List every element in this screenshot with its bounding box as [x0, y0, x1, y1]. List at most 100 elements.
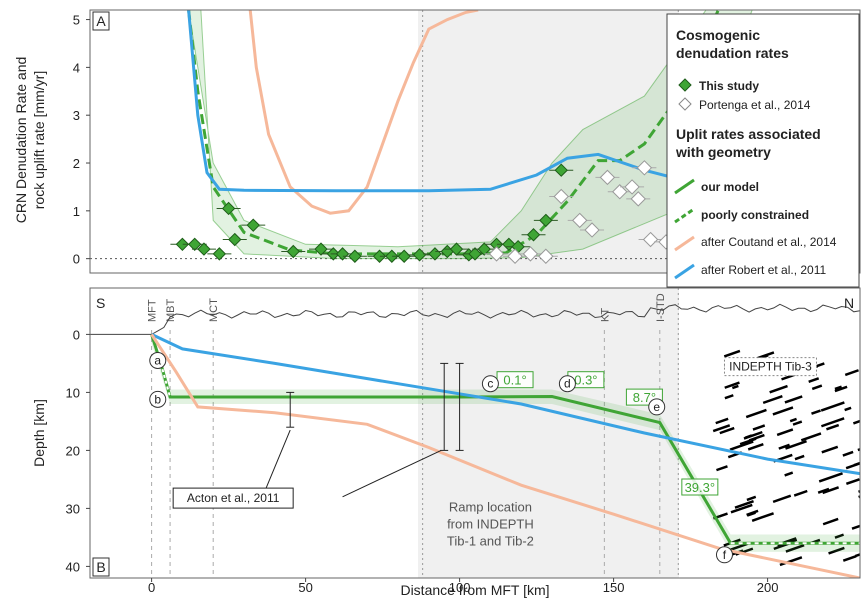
this-study-point	[412, 248, 427, 262]
point-label: f	[723, 548, 727, 562]
reflector-streak	[748, 433, 765, 442]
panel-b: MFT MBT MCT KT I-STD Acton et al., 2011 0.1° 0.…	[31, 287, 861, 598]
series-line-after-robert-et-al-2011	[187, 10, 691, 193]
reflector-streak	[820, 401, 845, 412]
south-label: S	[96, 295, 105, 311]
reflector-streak	[751, 512, 774, 522]
reflector-streak	[844, 406, 852, 412]
portenga-point	[522, 246, 539, 262]
angle-label-box	[681, 478, 719, 496]
this-study-point	[348, 249, 362, 263]
this-study-point	[246, 218, 260, 232]
legend-heading-uplift-2: with geometry	[675, 144, 771, 160]
legend-this-study: This study	[699, 79, 759, 93]
a-ytick-label: 4	[73, 60, 80, 75]
point-label: a	[154, 354, 161, 368]
legend-line-robert	[674, 263, 695, 280]
reflector-streak	[715, 417, 729, 425]
reflector-streak	[769, 384, 788, 394]
indepth-label-box	[723, 357, 817, 377]
reflector-streak	[822, 517, 839, 526]
b-ytick-label: 0	[73, 327, 80, 342]
legend-our-model: our model	[701, 180, 759, 194]
reflector-streak	[723, 349, 741, 358]
reflector-streak	[808, 377, 820, 383]
indepth-label: INDEPTH Tib-3	[729, 360, 812, 374]
reflector-streak	[834, 385, 848, 393]
model-uncertainty-band	[188, 10, 753, 260]
this-study-point	[286, 244, 300, 259]
reflector-streak	[734, 499, 754, 509]
series-line-after-coutand-et-al-2014	[248, 10, 479, 215]
point-label: c	[487, 377, 493, 391]
b-xtick-label: 100	[449, 580, 471, 595]
fault-label: MFT	[147, 299, 159, 322]
panel-a-ylabel-2: rock uplift rate [mm/yr]	[31, 71, 47, 209]
panel-b-label: B	[96, 559, 105, 575]
reflector-streak	[745, 408, 767, 419]
reflector-streak	[724, 394, 734, 400]
point-label-circle	[149, 352, 167, 369]
reflector-streak	[826, 423, 840, 431]
a-ytick-label: 1	[73, 204, 80, 219]
fault-label: MCT	[208, 298, 220, 322]
portenga-point	[488, 246, 505, 262]
reflector-streak	[772, 406, 794, 416]
this-study-point	[502, 237, 516, 252]
b-xtick-label: 50	[298, 580, 312, 595]
this-study-point	[175, 237, 190, 252]
point-label: b	[154, 392, 161, 406]
reflector-streak	[789, 417, 797, 423]
reflector-streak	[845, 478, 860, 486]
reflector-streak	[772, 494, 792, 504]
legend-line-poorly	[674, 207, 695, 224]
reflector-streak	[784, 471, 794, 477]
a-ytick-label: 3	[73, 108, 80, 123]
reflector-streak	[822, 486, 840, 495]
angle-label: 0.1°	[503, 373, 526, 388]
reflector-streak	[747, 443, 764, 451]
this-study-point	[335, 247, 350, 261]
reflector-streak	[794, 454, 805, 461]
point-label: d	[564, 377, 571, 391]
a-ytick-label: 5	[73, 13, 80, 28]
b-ytick-label: 40	[66, 559, 80, 574]
point-label: e	[653, 400, 660, 414]
a-ytick-label: 0	[73, 252, 80, 267]
legend-marker-this-study	[678, 78, 692, 92]
legend-heading-uplift-1: Uplit rates associated	[676, 126, 821, 142]
reflector-streak	[729, 440, 754, 451]
this-study-point	[212, 247, 227, 261]
legend-heading-crn-1: Cosmogenic	[676, 27, 760, 43]
this-study-point	[526, 228, 541, 242]
reflector-streak	[712, 424, 731, 433]
portenga-point	[636, 160, 653, 176]
this-study-point	[554, 163, 568, 177]
reflector-streak	[746, 509, 759, 517]
point-label-circle	[648, 398, 666, 416]
reflector-streak	[842, 450, 854, 457]
reflector-streak	[778, 443, 790, 450]
reflector-streak	[854, 553, 860, 558]
b-xtick-label: 200	[757, 580, 779, 595]
fault-label: KT	[599, 308, 611, 322]
fault-label: MBT	[165, 299, 177, 323]
portenga-point	[538, 248, 554, 264]
b-ytick-label: 20	[66, 443, 80, 458]
reflector-streak	[834, 533, 845, 539]
reflector-streak	[779, 556, 803, 567]
ramp-location-text: Tib-1 and Tib-2	[447, 533, 534, 548]
this-study-point	[449, 242, 464, 256]
this-study-point	[477, 242, 491, 256]
reflector-streak	[785, 544, 805, 553]
reflector-streak	[842, 555, 857, 562]
legend-coutand: after Coutand et al., 2014	[701, 235, 837, 249]
angle-label: 8.7°	[633, 390, 656, 405]
panel-a-label: A	[96, 13, 106, 29]
reflector-streak	[730, 503, 753, 514]
portenga-point	[553, 188, 569, 205]
portenga-point	[584, 222, 600, 238]
this-study-point	[468, 247, 482, 261]
ramp-shade-a	[418, 10, 679, 273]
